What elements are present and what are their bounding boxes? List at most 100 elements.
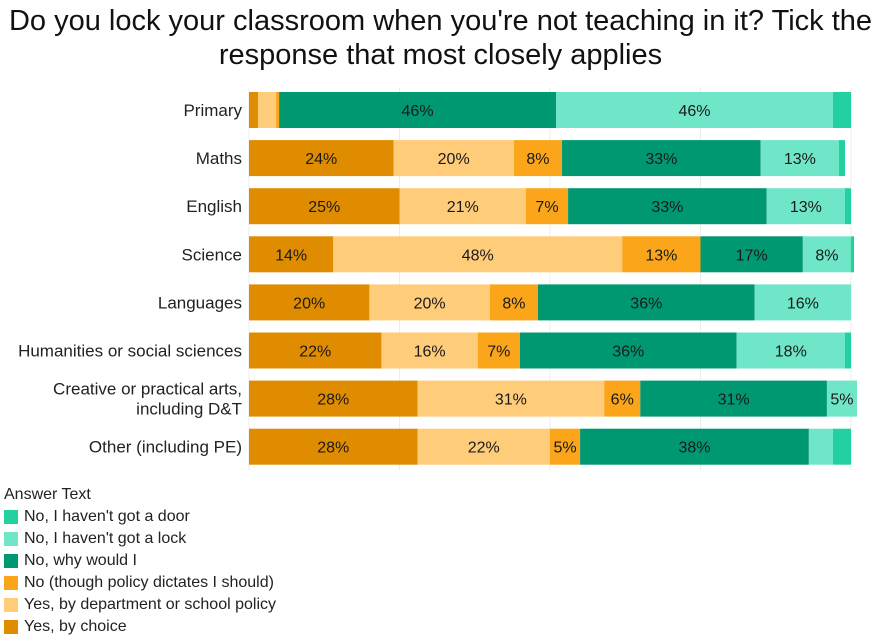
bar-segment-no-why-would-i <box>580 428 809 465</box>
bar-segment-no-i-haven-t-got-a-lock <box>760 140 839 177</box>
bar-segment-yes-by-department-or-school-policy <box>369 284 490 321</box>
data-label: 13% <box>645 247 677 264</box>
legend-title: Answer Text <box>4 486 91 503</box>
legend: Answer Text No, I haven't got a door No, … <box>4 484 276 638</box>
data-label: 38% <box>678 440 710 457</box>
bar-segment-no-why-would-i <box>568 188 767 225</box>
category-label-creative-or-practical-arts-including-d-t: Creative or practical arts, including D&T <box>53 380 242 419</box>
bar-segment-no-though-policy-dictates-i-should <box>513 140 563 177</box>
legend-label: No, why would I <box>24 552 137 569</box>
bar-segment-yes-by-choice <box>249 428 418 465</box>
category-label-other-including-pe: Other (including PE) <box>89 438 242 457</box>
bar-segment-yes-by-department-or-school-policy <box>393 140 514 177</box>
bar-segment-yes-by-choice <box>249 284 370 321</box>
legend-label: No (though policy dictates I should) <box>24 574 274 591</box>
data-label: 20% <box>438 151 470 168</box>
data-label: 7% <box>535 199 558 216</box>
data-label: 8% <box>526 151 549 168</box>
bar-segment-no-i-haven-t-got-a-door <box>844 188 851 225</box>
bar-segment-no-though-policy-dictates-i-should <box>477 332 520 369</box>
bar-segment-yes-by-choice <box>249 188 400 225</box>
data-label: 31% <box>495 392 527 409</box>
data-label: 21% <box>447 199 479 216</box>
legend-item-no-why-would-i: No, why would I <box>4 550 276 572</box>
bar-segment-no-why-would-i <box>700 236 803 273</box>
bar-segment-no-i-haven-t-got-a-door <box>844 332 851 369</box>
legend-label: No, I haven't got a lock <box>24 530 187 547</box>
legend-swatch <box>4 554 18 568</box>
category-label-languages: Languages <box>158 293 242 312</box>
bar-segment-no-i-haven-t-got-a-lock <box>826 380 858 417</box>
category-label-primary: Primary <box>183 101 242 120</box>
bar-segment-no-i-haven-t-got-a-lock <box>766 188 845 225</box>
data-label: 46% <box>402 103 434 120</box>
bar-segment-no-though-policy-dictates-i-should <box>604 380 641 417</box>
bar-segment-yes-by-choice <box>249 380 418 417</box>
bar-segment-no-i-haven-t-got-a-door <box>832 428 851 465</box>
data-label: 13% <box>790 199 822 216</box>
data-label: 31% <box>718 392 750 409</box>
data-label: 33% <box>651 199 683 216</box>
bar-segment-no-why-would-i <box>640 380 827 417</box>
legend-swatch <box>4 598 18 612</box>
data-label: 5% <box>830 392 853 409</box>
data-label: 20% <box>293 295 325 312</box>
data-label: 36% <box>630 295 662 312</box>
data-label: 22% <box>299 344 331 361</box>
category-label-english: English <box>186 197 242 216</box>
chart-title-line-2: response that most closely applies <box>218 39 663 71</box>
data-label: 36% <box>612 344 644 361</box>
bar-segment-no-why-would-i <box>537 284 755 321</box>
bar-segment-yes-by-department-or-school-policy <box>258 92 277 128</box>
category-label-science: Science <box>182 245 242 264</box>
bar-segment-no-i-haven-t-got-a-lock <box>808 428 833 465</box>
bar-segment-no-though-policy-dictates-i-should <box>525 188 569 225</box>
legend-swatch <box>4 510 18 524</box>
data-label: 7% <box>487 344 510 361</box>
bar-segment-yes-by-department-or-school-policy <box>399 188 526 225</box>
legend-item-yes-by-choice: Yes, by choice <box>4 616 276 638</box>
data-label: 8% <box>502 295 525 312</box>
legend-label: Yes, by department or school policy <box>24 596 276 613</box>
chart-title: Do you lock your classroom when you're n… <box>0 4 881 72</box>
chart-title-line-1: Do you lock your classroom when you're n… <box>8 5 873 37</box>
bar-segment-no-though-policy-dictates-i-should <box>550 428 581 465</box>
bar-segment-no-i-haven-t-got-a-door <box>832 92 851 128</box>
data-label: 48% <box>462 247 494 264</box>
data-label: 5% <box>553 440 576 457</box>
bar-segment-no-i-haven-t-got-a-lock <box>754 284 851 321</box>
data-label: 16% <box>414 344 446 361</box>
legend-label: Yes, by choice <box>24 618 127 635</box>
data-label: 20% <box>414 295 446 312</box>
data-label: 28% <box>317 440 349 457</box>
bar-segment-yes-by-department-or-school-policy <box>417 428 550 465</box>
bar-segment-yes-by-choice <box>249 332 382 369</box>
bar-segment-no-though-policy-dictates-i-should <box>622 236 701 273</box>
bar-segment-no-why-would-i <box>519 332 737 369</box>
data-label: 8% <box>815 247 838 264</box>
bar-segment-yes-by-department-or-school-policy <box>381 332 478 369</box>
bar-segment-yes-by-choice <box>249 92 259 128</box>
category-label-maths: Maths <box>196 149 242 168</box>
data-label: 24% <box>305 151 337 168</box>
category-label-humanities-or-social-sciences: Humanities or social sciences <box>18 342 242 361</box>
bar-segment-no-i-haven-t-got-a-lock <box>556 92 833 128</box>
bar-segment-no-why-would-i <box>279 92 557 128</box>
bar-segment-no-why-would-i <box>562 140 761 177</box>
legend-item-yes-by-department-or-school-policy: Yes, by department or school policy <box>4 594 276 616</box>
data-label: 28% <box>317 392 349 409</box>
bar-segment-yes-by-choice <box>249 236 334 273</box>
bar-segment-yes-by-department-or-school-policy <box>333 236 623 273</box>
data-label: 13% <box>784 151 816 168</box>
legend-label: No, I haven't got a door <box>24 508 190 525</box>
legend-swatch <box>4 532 18 546</box>
data-label: 14% <box>275 247 307 264</box>
legend-items: No, I haven't got a door No, I haven't go… <box>4 506 276 638</box>
bar-segment-yes-by-department-or-school-policy <box>417 380 605 417</box>
stacked-bar-chart: 46% 46% 24% 20% 8% 33% 13% 25% 21% 7% 33% 13% 14% 48%… <box>18 88 858 470</box>
legend-item-no-though-policy-dictates-i-should: No (though policy dictates I should) <box>4 572 276 594</box>
bar-segment-no-i-haven-t-got-a-door <box>838 140 845 177</box>
legend-item-no-i-haven-t-got-a-lock: No, I haven't got a lock <box>4 528 276 550</box>
data-label: 33% <box>645 151 677 168</box>
bar-segment-no-i-haven-t-got-a-lock <box>736 332 845 369</box>
